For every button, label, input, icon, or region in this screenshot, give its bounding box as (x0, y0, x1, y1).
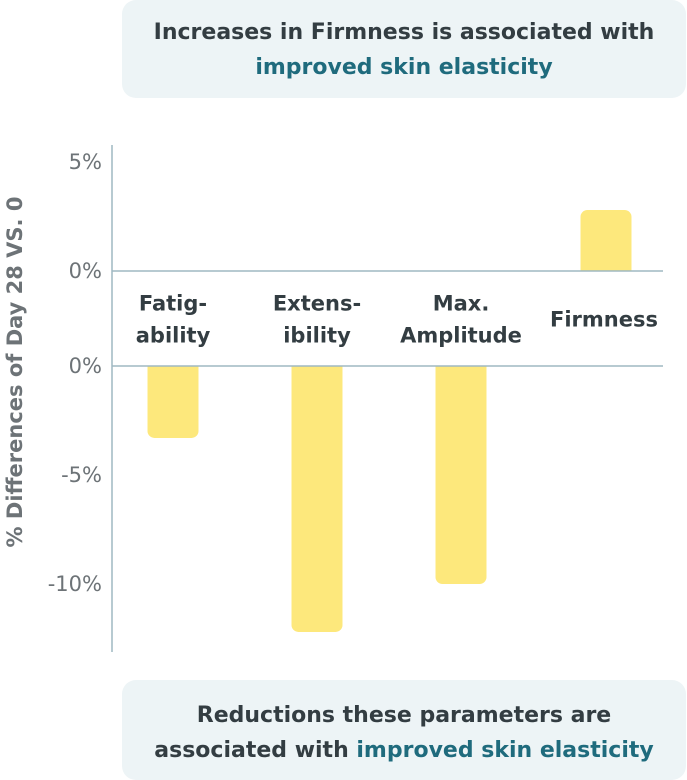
header-callout: Increases in Firmness is associated with… (122, 0, 686, 98)
y-tick-label: 0% (69, 259, 102, 283)
category-label: Max. (433, 292, 490, 316)
bar-base (435, 366, 487, 374)
bar (147, 366, 199, 438)
bar-base (291, 366, 343, 374)
y-tick-label: -10% (48, 572, 102, 596)
category-label: Fatig- (139, 292, 207, 316)
bar-base (147, 366, 199, 374)
category-label: Amplitude (400, 324, 522, 348)
category-label: Firmness (550, 308, 658, 332)
footer-callout: Reductions these parameters are associat… (122, 680, 686, 780)
y-axis-title: % Differences of Day 28 VS. 0 (3, 197, 27, 548)
bar (580, 209, 632, 271)
y-tick-label: 0% (69, 354, 102, 378)
category-label: ibility (283, 324, 351, 348)
header-line-1: Increases in Firmness is associated with (153, 20, 655, 45)
category-label: ability (136, 324, 211, 348)
bar-base (580, 263, 632, 271)
category-label: Extens- (273, 292, 361, 316)
y-tick-label: -5% (61, 463, 102, 487)
bar (435, 366, 487, 584)
y-tick-label: 5% (69, 150, 102, 174)
footer-line-2: associated with improved skin elasticity (122, 733, 686, 768)
footer-line-1: Reductions these parameters are (196, 703, 612, 728)
footer-line-2-prefix: associated with (154, 738, 357, 763)
header-line-2: improved skin elasticity (255, 55, 553, 80)
footer-line-2-accent: improved skin elasticity (356, 738, 654, 763)
bar (291, 366, 343, 632)
